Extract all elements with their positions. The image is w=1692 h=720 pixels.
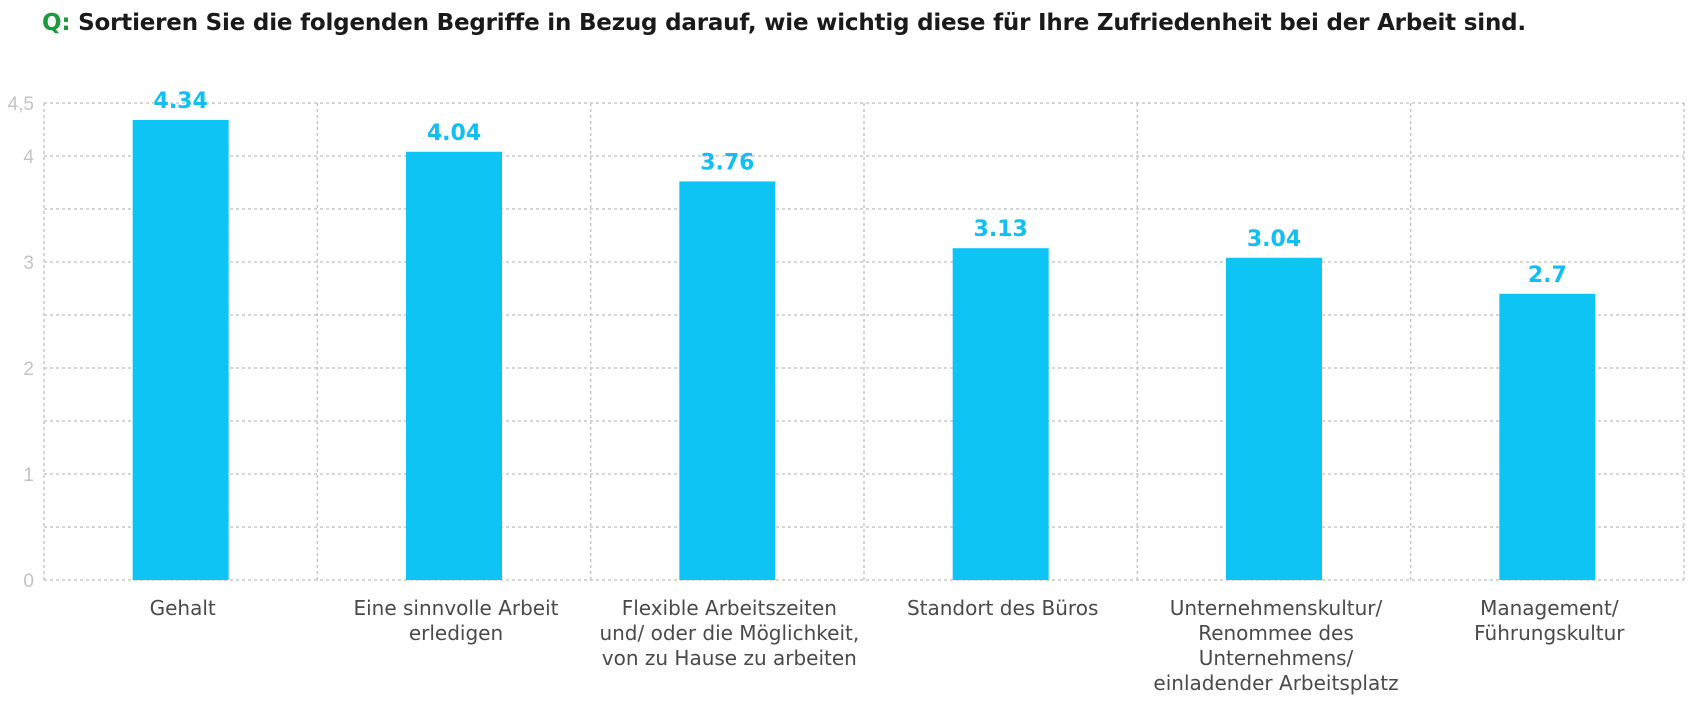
data-label: 3.04: [1247, 227, 1301, 252]
category-label: einladender Arbeitsplatz: [1153, 671, 1398, 695]
data-label: 3.76: [700, 150, 754, 175]
bar: [1499, 293, 1596, 580]
category-label: Flexible Arbeitszeiten: [622, 596, 837, 620]
category-label: Unternehmenskultur/: [1170, 596, 1383, 620]
question-text: Sortieren Sie die folgenden Begriffe in …: [78, 10, 1526, 36]
value-labels: 4.34 4.04 3.76 3.13 3.04 2.7: [154, 89, 1567, 288]
data-label: 4.34: [154, 89, 208, 114]
y-tick-label: 0: [23, 571, 34, 592]
y-axis-ticks: 0 1 2 3 4 4,5: [8, 94, 35, 592]
bars: [132, 119, 1596, 581]
category-label: Management/: [1480, 596, 1619, 620]
bar: [1226, 257, 1322, 580]
y-tick-label: 3: [23, 253, 34, 274]
bar: [952, 248, 1049, 580]
y-tick-label: 4: [23, 147, 34, 168]
category-label: Eine sinnvolle Arbeit: [353, 596, 558, 620]
category-label: Führungskultur: [1474, 621, 1625, 645]
category-label: und/ oder die Möglichkeit,: [599, 621, 859, 645]
data-label: 4.04: [427, 121, 481, 146]
category-label: Unternehmens/: [1199, 646, 1354, 670]
category-label: Gehalt: [150, 596, 216, 620]
bar: [132, 119, 229, 581]
category-label: von zu Hause zu arbeiten: [602, 646, 857, 670]
bar: [406, 151, 502, 580]
data-label: 3.13: [974, 217, 1028, 242]
chart-title: Q: Sortieren Sie die folgenden Begriffe …: [42, 10, 1682, 36]
data-label: 2.7: [1528, 263, 1567, 288]
category-label: erledigen: [409, 621, 503, 645]
grid: [43, 102, 1685, 581]
category-label: Renommee des: [1198, 621, 1354, 645]
question-prefix: Q:: [42, 10, 71, 36]
category-label: Standort des Büros: [907, 596, 1098, 620]
y-tick-label: 4,5: [8, 94, 34, 115]
y-tick-label: 1: [23, 465, 34, 486]
y-tick-label: 2: [23, 359, 34, 380]
bar: [679, 181, 776, 580]
